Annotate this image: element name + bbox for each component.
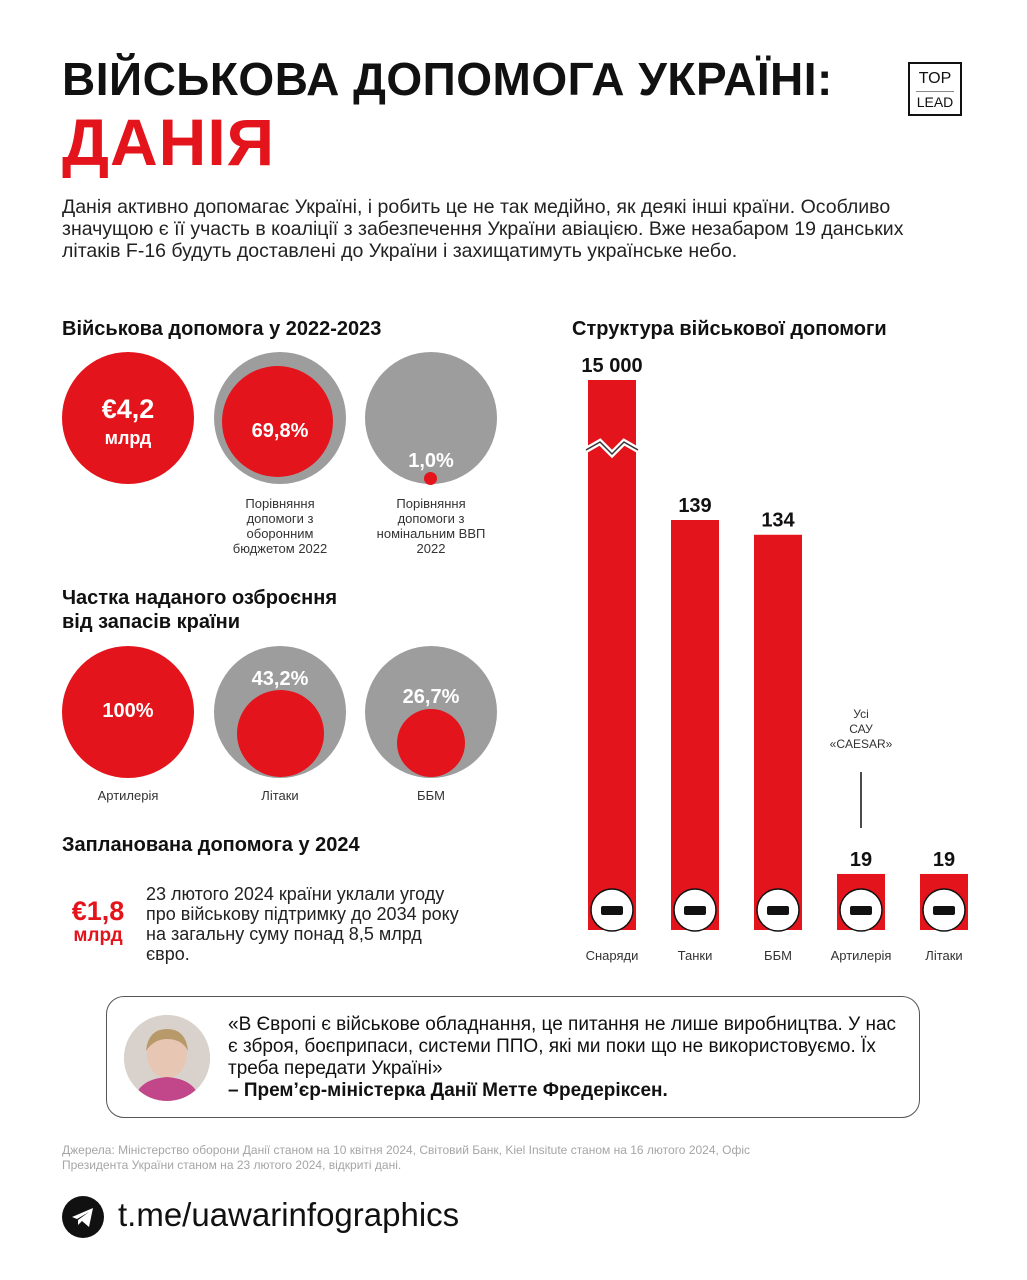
annotation-line-0: Усі [853, 707, 869, 721]
page-title: ВІЙСЬКОВА ДОПОМОГА УКРАЇНІ: [62, 53, 833, 105]
total-aid-unit: млрд [104, 428, 152, 448]
stock-share-heading-line1: Частка наданого озброєння [62, 587, 337, 609]
quote-text-block: «В Європі є військове обладнання, це пит… [228, 1014, 908, 1102]
plane-icon-glyph [933, 906, 955, 915]
bar-0 [588, 380, 636, 930]
bar-2 [754, 534, 802, 930]
stock-apc-fill [397, 709, 465, 777]
stock-planes-label: Літаки [261, 788, 299, 803]
category-label-0: Снаряди [586, 948, 639, 963]
bar-value-label-0: 15 000 [581, 355, 642, 377]
stock-planes-value: 43,2% [251, 668, 309, 690]
quote-text: «В Європі є військове обладнання, це пит… [228, 1014, 897, 1079]
stock-artillery-circle: 100% [62, 646, 194, 778]
chart-title: Структура військової допомоги [572, 318, 887, 340]
artillery-icon-glyph [850, 906, 872, 915]
annotation-line-1: САУ [849, 722, 873, 736]
budget-share-fill [222, 366, 333, 477]
page-subtitle-country: ДАНІЯ [62, 105, 276, 179]
planned-2024-amount: €1,8 млрд [62, 896, 134, 946]
telegram-channel-link[interactable]: t.me/uawarinfographics [118, 1196, 460, 1233]
telegram-plane-icon [72, 1208, 93, 1227]
gdp-compare-circle: 1,0% [365, 352, 497, 485]
aid-structure-chart: 15 000 Снаряди 139 Танки 134 ББМ 19 Артилерія 19… [581, 355, 968, 963]
bar-value-label-2: 134 [761, 510, 795, 532]
planned-2024-text: 23 лютого 2024 країни уклали угоду про в… [146, 884, 459, 964]
bar-1 [671, 520, 719, 930]
budget-compare-caption: Порівняння допомоги з оборонним бюджетом… [232, 496, 328, 556]
stock-planes-circle: 43,2% [214, 646, 346, 778]
sources-note: Джерела: Міністерство оборони Данії стан… [62, 1143, 751, 1172]
planned-2024-heading: Запланована допомога у 2024 [62, 834, 360, 856]
total-aid-circle: €4,2 млрд [62, 352, 194, 484]
planned-2024-unit: млрд [73, 925, 123, 946]
gdp-share-value: 1,0% [408, 450, 454, 472]
shells-icon-glyph [601, 906, 623, 915]
toplead-logo: TOP LEAD [908, 62, 962, 116]
stock-planes-fill [237, 690, 324, 777]
telegram-icon[interactable] [62, 1196, 104, 1238]
category-label-1: Танки [678, 948, 713, 963]
avatar [124, 1015, 210, 1101]
stock-share-heading-line2: від запасів країни [62, 611, 240, 633]
stock-apc-value: 26,7% [402, 686, 460, 708]
category-label-4: Літаки [925, 948, 962, 963]
bar-value-label-4: 19 [933, 849, 955, 871]
apc-icon-glyph [767, 906, 789, 915]
logo-top-text: TOP [918, 70, 952, 87]
person-photo-icon [124, 1015, 210, 1101]
intro-paragraph: Данія активно допомагає Україні, і робит… [62, 196, 904, 262]
stock-artillery-value: 100% [102, 700, 154, 722]
axis-break-mark [585, 441, 639, 456]
tank-icon-glyph [684, 906, 706, 915]
budget-share-value: 69,8% [251, 420, 309, 442]
stock-share-heading: Частка наданого озброєння від запасів кр… [62, 586, 337, 634]
stock-apc-circle: 26,7% [365, 646, 497, 778]
planned-2024-value: €1,8 [71, 896, 125, 926]
quote-box [106, 996, 920, 1118]
category-label-2: ББМ [764, 948, 792, 963]
aid-2022-2023-heading: Військова допомога у 2022-2023 [62, 318, 382, 340]
category-label-3: Артилерія [831, 948, 892, 963]
total-aid-value: €4,2 [101, 394, 155, 424]
quote-author: – Прем’єр-міністерка Данії Метте Фредері… [228, 1080, 668, 1101]
budget-compare-circle: 69,8% [214, 352, 346, 484]
logo-bottom-text: LEAD [916, 93, 954, 110]
bar-value-label-3: 19 [850, 849, 872, 871]
gdp-compare-caption: Порівняння допомоги з номінальним ВВП 20… [376, 496, 486, 556]
bar-value-label-1: 139 [678, 495, 711, 517]
logo-divider [916, 90, 954, 92]
stock-apc-label: ББМ [417, 788, 445, 803]
gdp-share-fill [424, 472, 437, 485]
stock-artillery-label: Артилерія [97, 788, 159, 803]
annotation-line-2: «CAESAR» [830, 737, 893, 751]
